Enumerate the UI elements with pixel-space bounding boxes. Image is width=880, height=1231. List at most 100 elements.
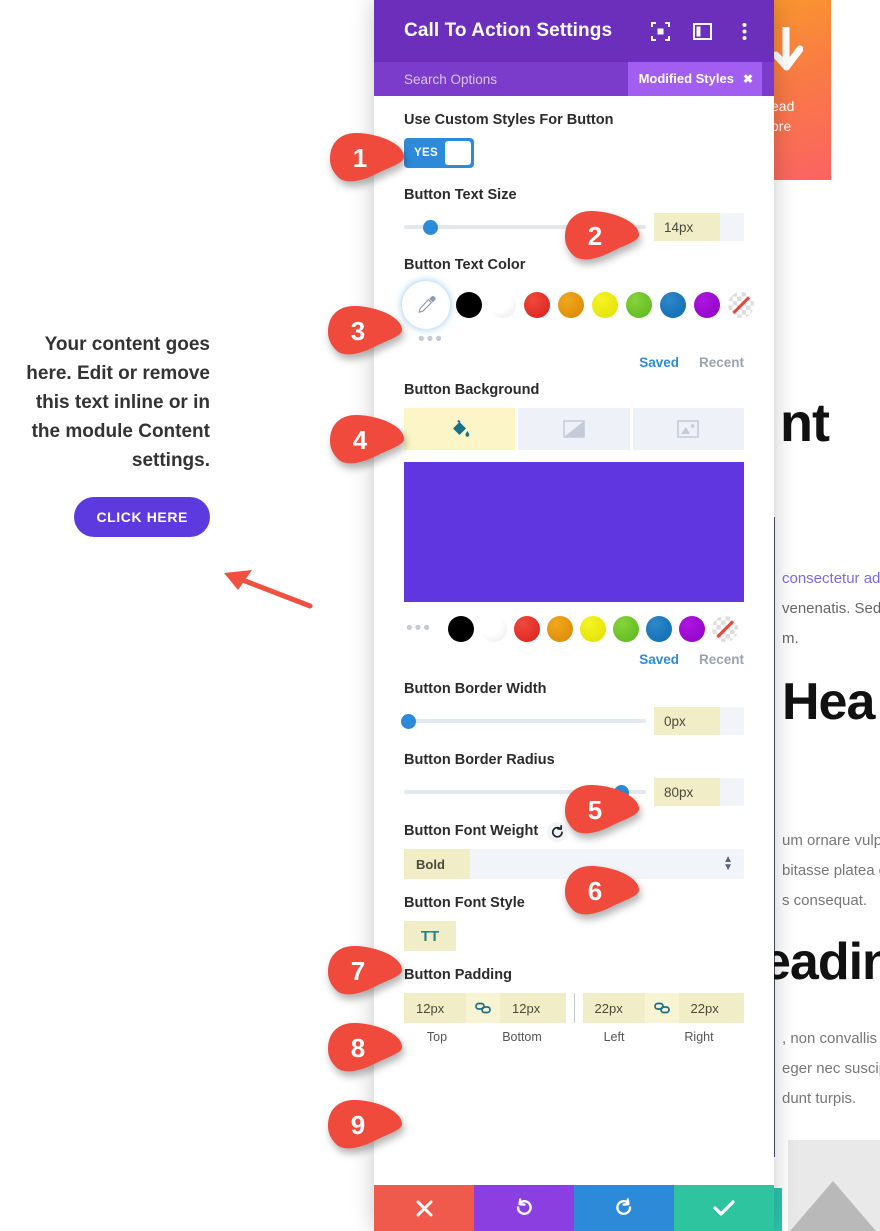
undo-button[interactable]: [474, 1185, 574, 1231]
text-size-slider[interactable]: [404, 214, 646, 240]
settings-modal: Call To Action Settings: [374, 0, 774, 1231]
swatch-red[interactable]: [513, 616, 540, 642]
swatch-red[interactable]: [524, 292, 550, 318]
text-color-tabs: Saved Recent: [404, 355, 744, 370]
more-vertical-icon[interactable]: [734, 21, 754, 41]
callout-number: 8: [350, 1032, 366, 1063]
save-button[interactable]: [674, 1185, 774, 1231]
font-style-uppercase-button[interactable]: TT: [404, 921, 456, 951]
link-icon[interactable]: [466, 993, 500, 1023]
modified-styles-pill[interactable]: Modified Styles ✖: [627, 62, 762, 96]
background-tab-solid-color[interactable]: [404, 408, 516, 450]
cta-module: Your content goes here. Edit or remove t…: [10, 330, 210, 537]
swatch-blue[interactable]: [645, 616, 672, 642]
padding-labels: Top Bottom Left Right: [404, 1030, 744, 1044]
swatch-black[interactable]: [447, 616, 474, 642]
callout-marker-6: 6: [565, 866, 639, 918]
unit-spinner[interactable]: [720, 707, 744, 735]
border-width-value-field[interactable]: 0px: [654, 707, 744, 735]
cancel-button[interactable]: [374, 1185, 474, 1231]
custom-styles-toggle[interactable]: YES: [404, 138, 474, 168]
callout-marker-8: 8: [328, 1023, 402, 1075]
click-here-button[interactable]: CLICK HERE: [74, 497, 210, 537]
callout-marker-1: 1: [330, 133, 404, 185]
swatch-orange[interactable]: [546, 616, 573, 642]
option-label: Button Border Width: [404, 681, 547, 697]
swatch-green[interactable]: [626, 292, 652, 318]
swatch-transparent[interactable]: [711, 616, 738, 642]
swatch-white[interactable]: [480, 616, 507, 642]
padding-left-input[interactable]: 22px: [582, 993, 645, 1023]
option-label: Button Padding: [404, 967, 512, 983]
right-paragraph-1: consectetur adip venenatis. Sed m.: [782, 564, 880, 654]
background-color-tabs: Saved Recent: [404, 652, 744, 667]
recent-colors-tab[interactable]: Recent: [698, 355, 744, 370]
option-button-background: Button Background: [404, 380, 744, 667]
eyedropper-icon[interactable]: [404, 283, 448, 327]
text-color-palette: [404, 283, 754, 327]
option-button-text-color: Button Text Color: [404, 255, 754, 370]
more-colors-icon[interactable]: •••: [406, 618, 432, 639]
slider-knob[interactable]: [401, 713, 417, 729]
swatch-white[interactable]: [490, 292, 516, 318]
close-icon[interactable]: ✖: [742, 72, 753, 86]
focus-target-icon[interactable]: [650, 21, 670, 41]
saved-colors-tab[interactable]: Saved: [639, 652, 679, 667]
swatch-purple[interactable]: [678, 616, 705, 642]
unit-spinner[interactable]: [720, 213, 744, 241]
saved-colors-tab[interactable]: Saved: [639, 355, 679, 370]
padding-fields: 12px 12px 22px: [404, 993, 744, 1023]
option-button-text-size: Button Text Size 14px: [404, 185, 744, 241]
font-weight-select[interactable]: Bold ▲ ▼: [404, 849, 744, 879]
swatch-green[interactable]: [612, 616, 639, 642]
callout-balloon-icon: [330, 133, 404, 182]
slider-knob[interactable]: [423, 219, 439, 235]
check-icon: [713, 1200, 735, 1216]
text-size-value-field[interactable]: 14px: [654, 213, 744, 241]
swatch-yellow[interactable]: [592, 292, 618, 318]
border-width-value[interactable]: 0px: [654, 707, 720, 735]
callout-number: 3: [350, 315, 366, 346]
background-color-preview[interactable]: [404, 462, 744, 602]
padding-label-right: Right: [684, 1030, 714, 1044]
right-paragraph-2: um ornare vulpu bitasse platea di s cons…: [782, 826, 880, 916]
recent-colors-tab[interactable]: Recent: [698, 652, 744, 667]
border-width-slider[interactable]: [401, 708, 646, 734]
option-use-custom-styles: Use Custom Styles For Button YES: [404, 110, 744, 168]
callout-balloon-icon: [328, 1023, 402, 1072]
background-type-tabs: [404, 408, 744, 450]
padding-right-input[interactable]: 22px: [678, 993, 744, 1023]
swatch-orange[interactable]: [558, 292, 584, 318]
search-bar[interactable]: Search Options Modified Styles ✖: [374, 62, 774, 96]
swatch-black[interactable]: [456, 292, 482, 318]
background-tab-image[interactable]: [632, 408, 744, 450]
link-icon[interactable]: [644, 993, 679, 1023]
unit-spinner[interactable]: [720, 778, 744, 806]
callout-balloon-icon: [565, 866, 639, 915]
text-size-value[interactable]: 14px: [654, 213, 720, 241]
background-palette: •••: [404, 616, 744, 642]
padding-bottom-input[interactable]: 12px: [500, 993, 566, 1023]
font-weight-value: Bold: [404, 849, 470, 879]
more-colors-icon[interactable]: •••: [418, 329, 444, 350]
reset-icon[interactable]: [547, 821, 568, 842]
background-tab-gradient[interactable]: [518, 408, 630, 450]
swatch-purple[interactable]: [694, 292, 720, 318]
slider-track: [404, 719, 646, 723]
border-radius-value-field[interactable]: 80px: [654, 778, 744, 806]
swatch-blue[interactable]: [660, 292, 686, 318]
modal-footer: [374, 1185, 774, 1231]
search-options-input[interactable]: Search Options: [404, 71, 498, 87]
redo-button[interactable]: [574, 1185, 674, 1231]
swatch-transparent[interactable]: [728, 292, 754, 318]
border-radius-value[interactable]: 80px: [654, 778, 720, 806]
panel-layout-icon[interactable]: [692, 21, 712, 41]
right-paragraph-1-line-2: venenatis. Sed: [782, 600, 880, 617]
padding-top-input[interactable]: 12px: [404, 993, 466, 1023]
right-paragraph-3-line-2: eger nec suscipi: [782, 1060, 880, 1077]
callout-balloon-icon: [330, 415, 404, 464]
swatch-yellow[interactable]: [579, 616, 606, 642]
image-placeholder: [788, 1140, 880, 1231]
